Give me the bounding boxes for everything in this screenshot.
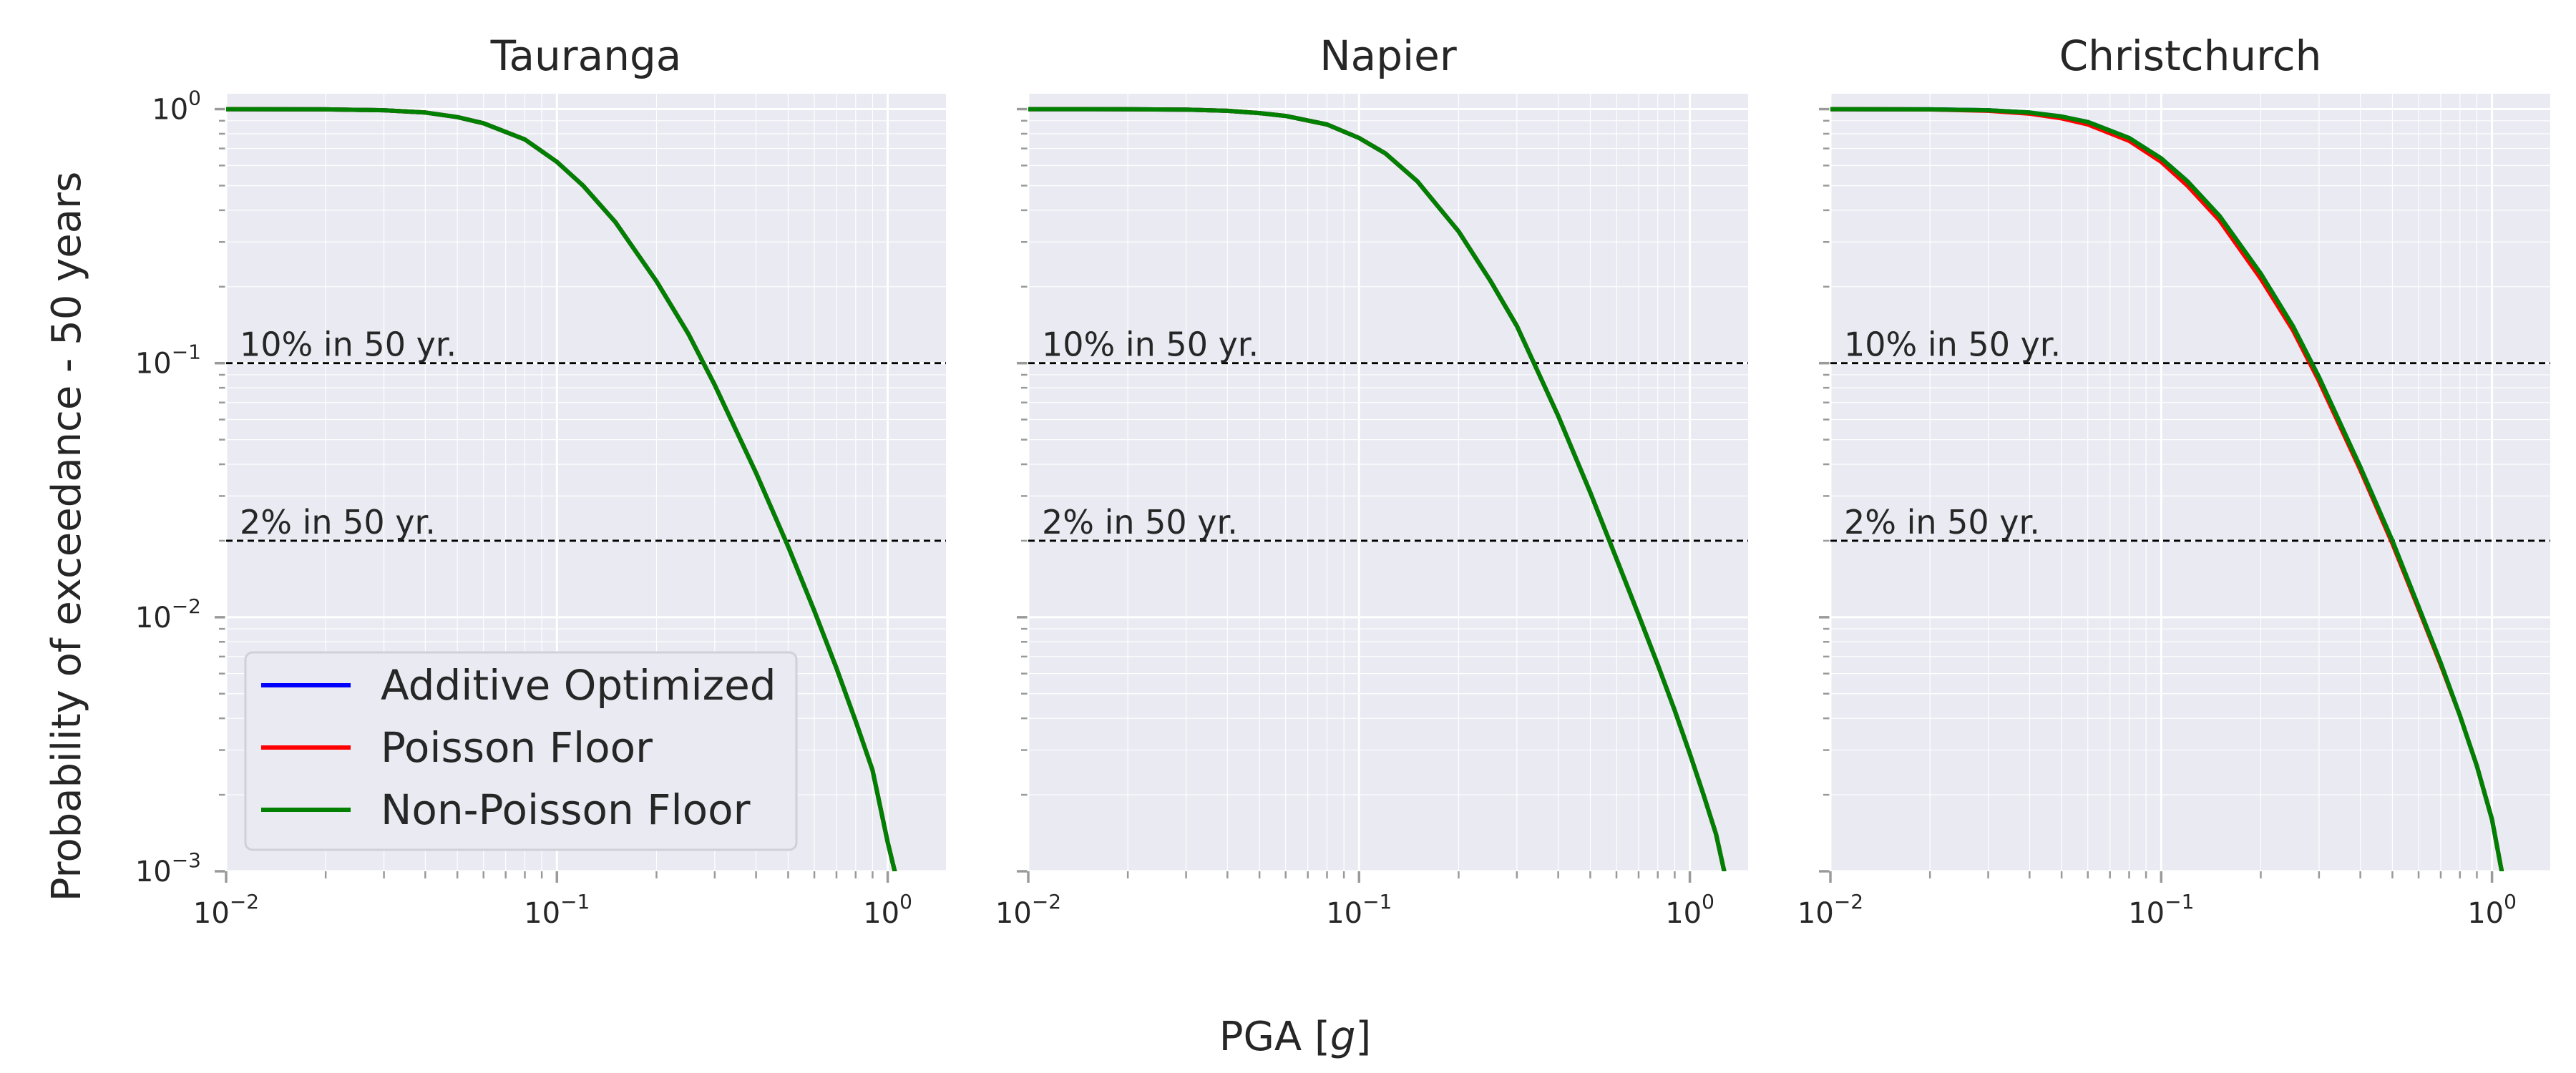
x-tick-base: 10 xyxy=(193,897,230,930)
x-tick-base: 10 xyxy=(2128,897,2165,930)
y-tick-base: 10 xyxy=(135,602,172,635)
x-tick-base: 10 xyxy=(863,897,899,930)
x-tick-exponent: −1 xyxy=(560,890,590,913)
y-tick-base: 10 xyxy=(135,348,172,381)
panel-title: Christchurch xyxy=(2059,31,2322,80)
x-tick-label: 10−1 xyxy=(524,890,590,930)
panel-title: Napier xyxy=(1319,31,1457,80)
reference-line-label: 2% in 50 yr. xyxy=(1844,503,2040,542)
y-tick-label: 10−2 xyxy=(135,594,201,635)
x-tick-exponent: 0 xyxy=(2504,890,2517,913)
y-tick-base: 10 xyxy=(152,94,188,127)
legend-frame xyxy=(244,651,798,851)
x-tick-exponent: −2 xyxy=(1032,890,1061,913)
y-tick-exponent: −2 xyxy=(172,594,201,618)
x-tick-base: 10 xyxy=(2467,897,2504,930)
legend: Additive Optimized Poisson Floor Non-Poiss… xyxy=(244,651,798,851)
series-curves xyxy=(1830,107,2504,871)
series-line-non-poisson-floor xyxy=(1830,107,2504,871)
y-tick-exponent: −3 xyxy=(172,848,201,872)
reference-line-label: 2% in 50 yr. xyxy=(1042,503,1238,542)
x-axis-label-suffix: ] xyxy=(1355,1014,1371,1060)
reference-line-label: 10% in 50 yr. xyxy=(240,325,457,364)
x-tick-base: 10 xyxy=(1797,897,1834,930)
x-tick-exponent: −2 xyxy=(230,890,259,913)
y-tick-base: 10 xyxy=(135,856,172,888)
x-tick-label: 100 xyxy=(863,890,912,930)
series-line-non-poisson-floor xyxy=(226,107,897,871)
plot-background xyxy=(1028,94,1748,871)
x-tick-base: 10 xyxy=(995,897,1032,930)
x-tick-exponent: −2 xyxy=(1834,890,1863,913)
x-tick-exponent: −1 xyxy=(1362,890,1392,913)
plot-background xyxy=(1830,94,2550,871)
series-line-non-poisson-floor xyxy=(1028,107,1727,871)
reference-line-label: 10% in 50 yr. xyxy=(1844,325,2061,364)
y-tick-exponent: 0 xyxy=(188,87,201,110)
y-tick-label: 100 xyxy=(152,87,201,127)
x-tick-label: 10−1 xyxy=(2128,890,2194,930)
panel-title: Tauranga xyxy=(490,31,682,80)
x-tick-label: 100 xyxy=(2467,890,2517,930)
series-curves xyxy=(226,107,897,871)
x-tick-label: 100 xyxy=(1665,890,1714,930)
x-tick-base: 10 xyxy=(1665,897,1702,930)
x-tick-label: 10−1 xyxy=(1326,890,1392,930)
y-tick-label: 10−1 xyxy=(135,340,201,381)
reference-line-label: 2% in 50 yr. xyxy=(240,503,436,542)
x-tick-exponent: −1 xyxy=(2165,890,2194,913)
x-axis-label-variable: g xyxy=(1330,1014,1356,1060)
y-tick-label: 10−3 xyxy=(135,848,201,888)
x-tick-exponent: 0 xyxy=(1702,890,1714,913)
y-axis-label: Probability of exceedance - 50 years xyxy=(44,172,90,902)
x-tick-base: 10 xyxy=(1326,897,1362,930)
legend-label: Non-Poisson Floor xyxy=(381,785,751,834)
x-tick-label: 10−2 xyxy=(1797,890,1863,930)
x-tick-label: 10−2 xyxy=(193,890,259,930)
grid xyxy=(1017,94,1748,883)
x-tick-base: 10 xyxy=(524,897,560,930)
panel-christchurch: 10% in 50 yr.2% in 50 yr.Christchurch10−… xyxy=(1797,31,2550,930)
x-axis-label-prefix: PGA [ xyxy=(1219,1014,1330,1060)
legend-label: Additive Optimized xyxy=(381,661,776,710)
x-axis-label: PGA [g] xyxy=(1219,1014,1372,1060)
y-tick-exponent: −1 xyxy=(172,340,201,364)
reference-line-label: 10% in 50 yr. xyxy=(1042,325,1259,364)
legend-label: Poisson Floor xyxy=(381,723,653,772)
x-tick-exponent: 0 xyxy=(899,890,912,913)
series-curves xyxy=(1028,107,1727,871)
x-tick-label: 10−2 xyxy=(995,890,1061,930)
